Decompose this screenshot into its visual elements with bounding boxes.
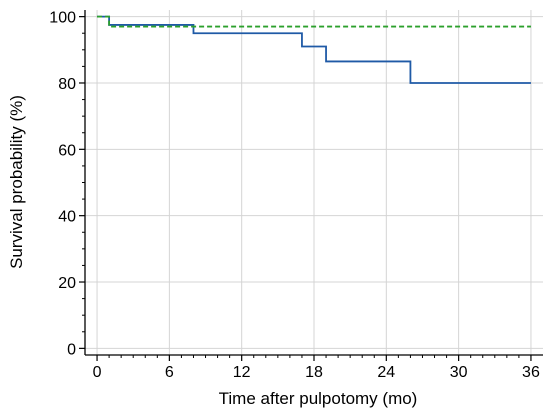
grid-lines	[85, 10, 543, 355]
y-axis-title: Survival probability (%)	[7, 95, 26, 269]
x-tick-label-0: 0	[93, 364, 102, 381]
x-tick-label-6: 6	[165, 364, 174, 381]
x-axis-title: Time after pulpotomy (mo)	[219, 389, 418, 408]
y-tick-label-20: 20	[58, 275, 76, 292]
series-line-2	[97, 15, 531, 28]
tick-labels: 0 6 12 18 24 30 36 0 20 40 60 80 100	[49, 10, 540, 381]
y-tick-label-100: 100	[49, 10, 76, 27]
y-tick-label-0: 0	[67, 341, 76, 358]
y-tick-label-80: 80	[58, 76, 76, 93]
series-lines	[97, 15, 531, 84]
x-tick-label-12: 12	[233, 364, 251, 381]
x-tick-label-18: 18	[305, 364, 323, 381]
tick-marks	[79, 16, 532, 361]
y-tick-label-60: 60	[58, 142, 76, 159]
x-tick-label-36: 36	[522, 364, 540, 381]
x-tick-label-24: 24	[377, 364, 395, 381]
x-tick-label-30: 30	[450, 364, 468, 381]
y-tick-label-40: 40	[58, 209, 76, 226]
